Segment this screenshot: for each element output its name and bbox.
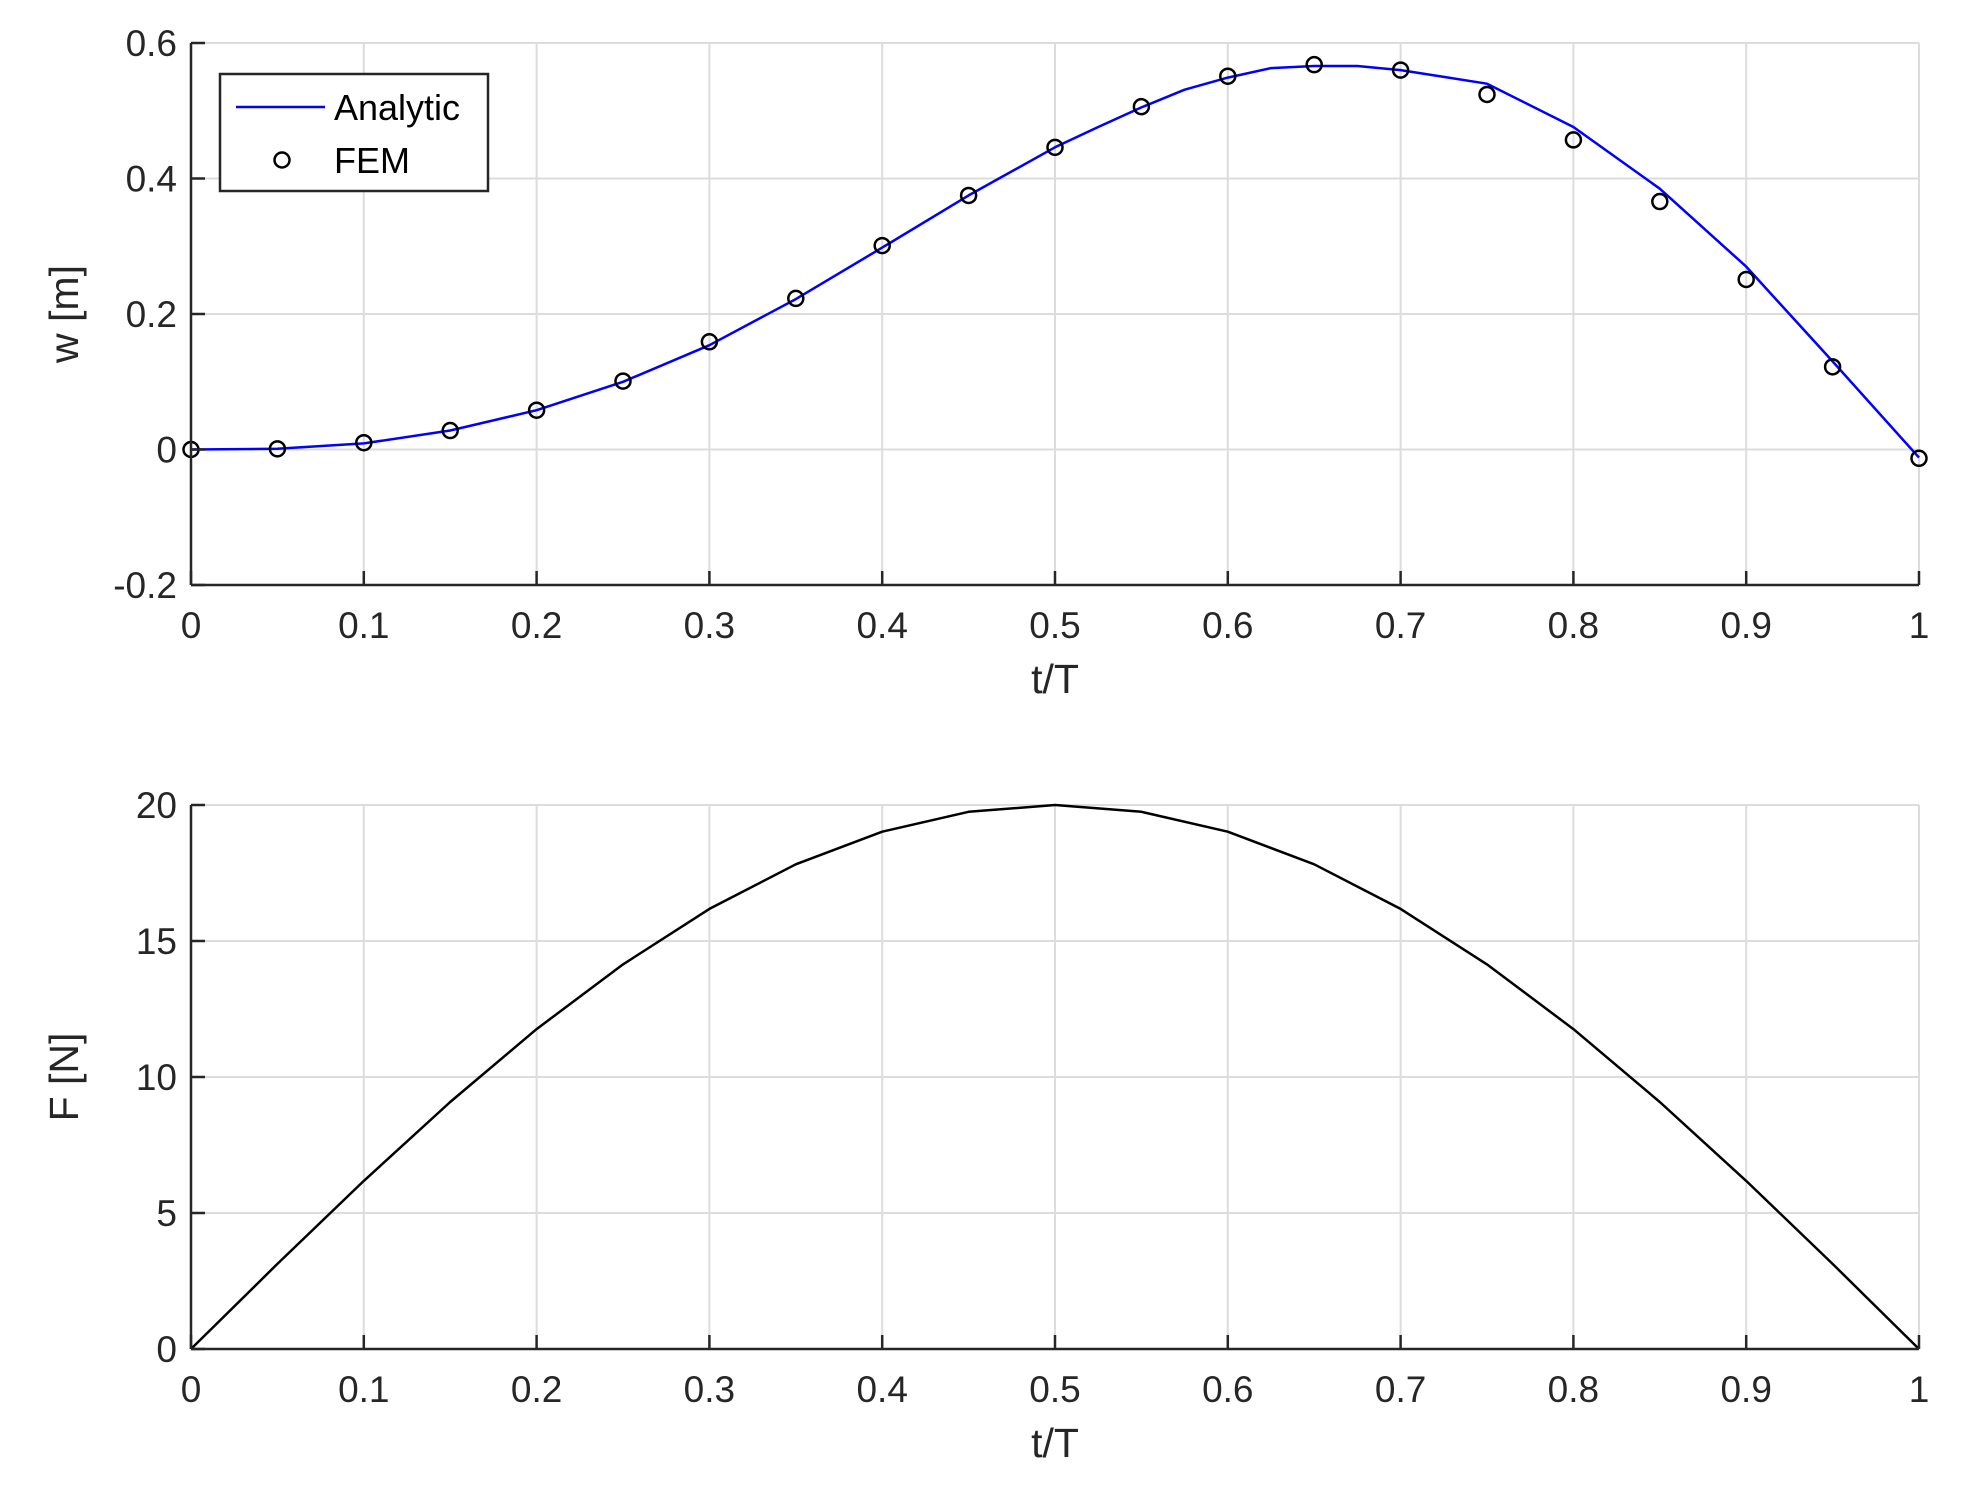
w-data-point-fem [787, 289, 805, 308]
legend-box [218, 72, 490, 193]
f-x-tick-label: 0.2 [511, 1369, 562, 1410]
w-data-point-fem [1478, 85, 1496, 104]
w-data-point-fem [1132, 97, 1151, 116]
legend-fem-label: FEM [334, 140, 410, 181]
w-data-point-fem [1910, 449, 1928, 468]
f-y-axis-label: F [N] [41, 1033, 87, 1122]
f-x-tick-label: 0.8 [1548, 1369, 1599, 1410]
w-data-point-fem [441, 421, 459, 440]
w-x-tick-label: 0.9 [1720, 605, 1771, 646]
f-x-tick-label: 0.3 [684, 1369, 735, 1410]
f-x-tick-label: 0.5 [1029, 1369, 1080, 1410]
f-y-tick-label: 15 [136, 921, 177, 962]
w-data-point-fem [527, 401, 546, 419]
w-x-tick-label: 1 [1909, 605, 1930, 646]
f-x-tick-label: 1 [1909, 1369, 1930, 1410]
f-x-tick-label: 0.9 [1720, 1369, 1771, 1410]
f-y-tick-label: 0 [156, 1329, 177, 1370]
f-y-tick-label: 10 [136, 1057, 177, 1098]
w-x-tick-label: 0.2 [511, 605, 562, 646]
w-y-tick-label: -0.2 [113, 565, 177, 606]
w-series-line-analytic [190, 64, 1920, 459]
w-data-point-fem [1305, 55, 1323, 74]
w-y-tick-label: 0 [156, 430, 177, 471]
w-data-point-fem [1651, 192, 1669, 211]
f-series-line-0 [190, 803, 1920, 1350]
w-x-tick-label: 0.6 [1202, 605, 1253, 646]
w-x-tick-label: 0.3 [684, 605, 735, 646]
force-plot: 0 0.1 0.2 0.3 0.4 0.5 0.6 0.7 0.8 0.9 105101520t/T… [41, 785, 1929, 1466]
w-x-tick-label: 0.4 [856, 605, 907, 646]
w-data-point-fem [268, 440, 287, 458]
w-data-point-fem [614, 372, 632, 390]
w-y-tick-label: 0.2 [126, 294, 177, 335]
w-data-point-fem [1219, 67, 1237, 85]
w-x-tick-label: 0.7 [1375, 605, 1426, 646]
w-y-tick-label: 0.4 [126, 159, 177, 200]
w-data-point-fem [1823, 358, 1842, 376]
f-x-tick-label: 0.7 [1375, 1369, 1426, 1410]
f-y-tick-label: 5 [156, 1193, 177, 1234]
w-y-tick-label: 0.6 [126, 23, 177, 64]
f-x-tick-label: 0.6 [1202, 1369, 1253, 1410]
w-x-axis-label: t/T [1031, 656, 1079, 702]
w-x-tick-label: 0.1 [338, 605, 389, 646]
f-x-axis-label: t/T [1031, 1420, 1079, 1466]
w-data-point-fem [873, 236, 891, 255]
legend: Analytic FEM [218, 72, 490, 193]
w-x-tick-label: 0 [181, 605, 202, 646]
w-y-axis-label: w [m] [41, 265, 87, 364]
w-data-point-fem [1564, 131, 1583, 149]
f-x-tick-label: 0 [181, 1369, 202, 1410]
w-x-tick-label: 0.8 [1548, 605, 1599, 646]
legend-analytic-label: Analytic [334, 87, 460, 128]
w-data-point-fem [1046, 138, 1064, 157]
w-x-tick-label: 0.5 [1029, 605, 1080, 646]
w-data-point-fem [700, 333, 719, 351]
f-x-tick-label: 0.4 [856, 1369, 907, 1410]
w-data-point-fem [959, 186, 978, 205]
w-data-point-fem [1391, 61, 1410, 79]
legend-fem-marker [273, 151, 291, 169]
f-y-tick-label: 20 [136, 785, 177, 826]
w-data-point-fem [1737, 270, 1755, 289]
w-data-point-fem [355, 433, 373, 452]
f-x-tick-label: 0.1 [338, 1369, 389, 1410]
